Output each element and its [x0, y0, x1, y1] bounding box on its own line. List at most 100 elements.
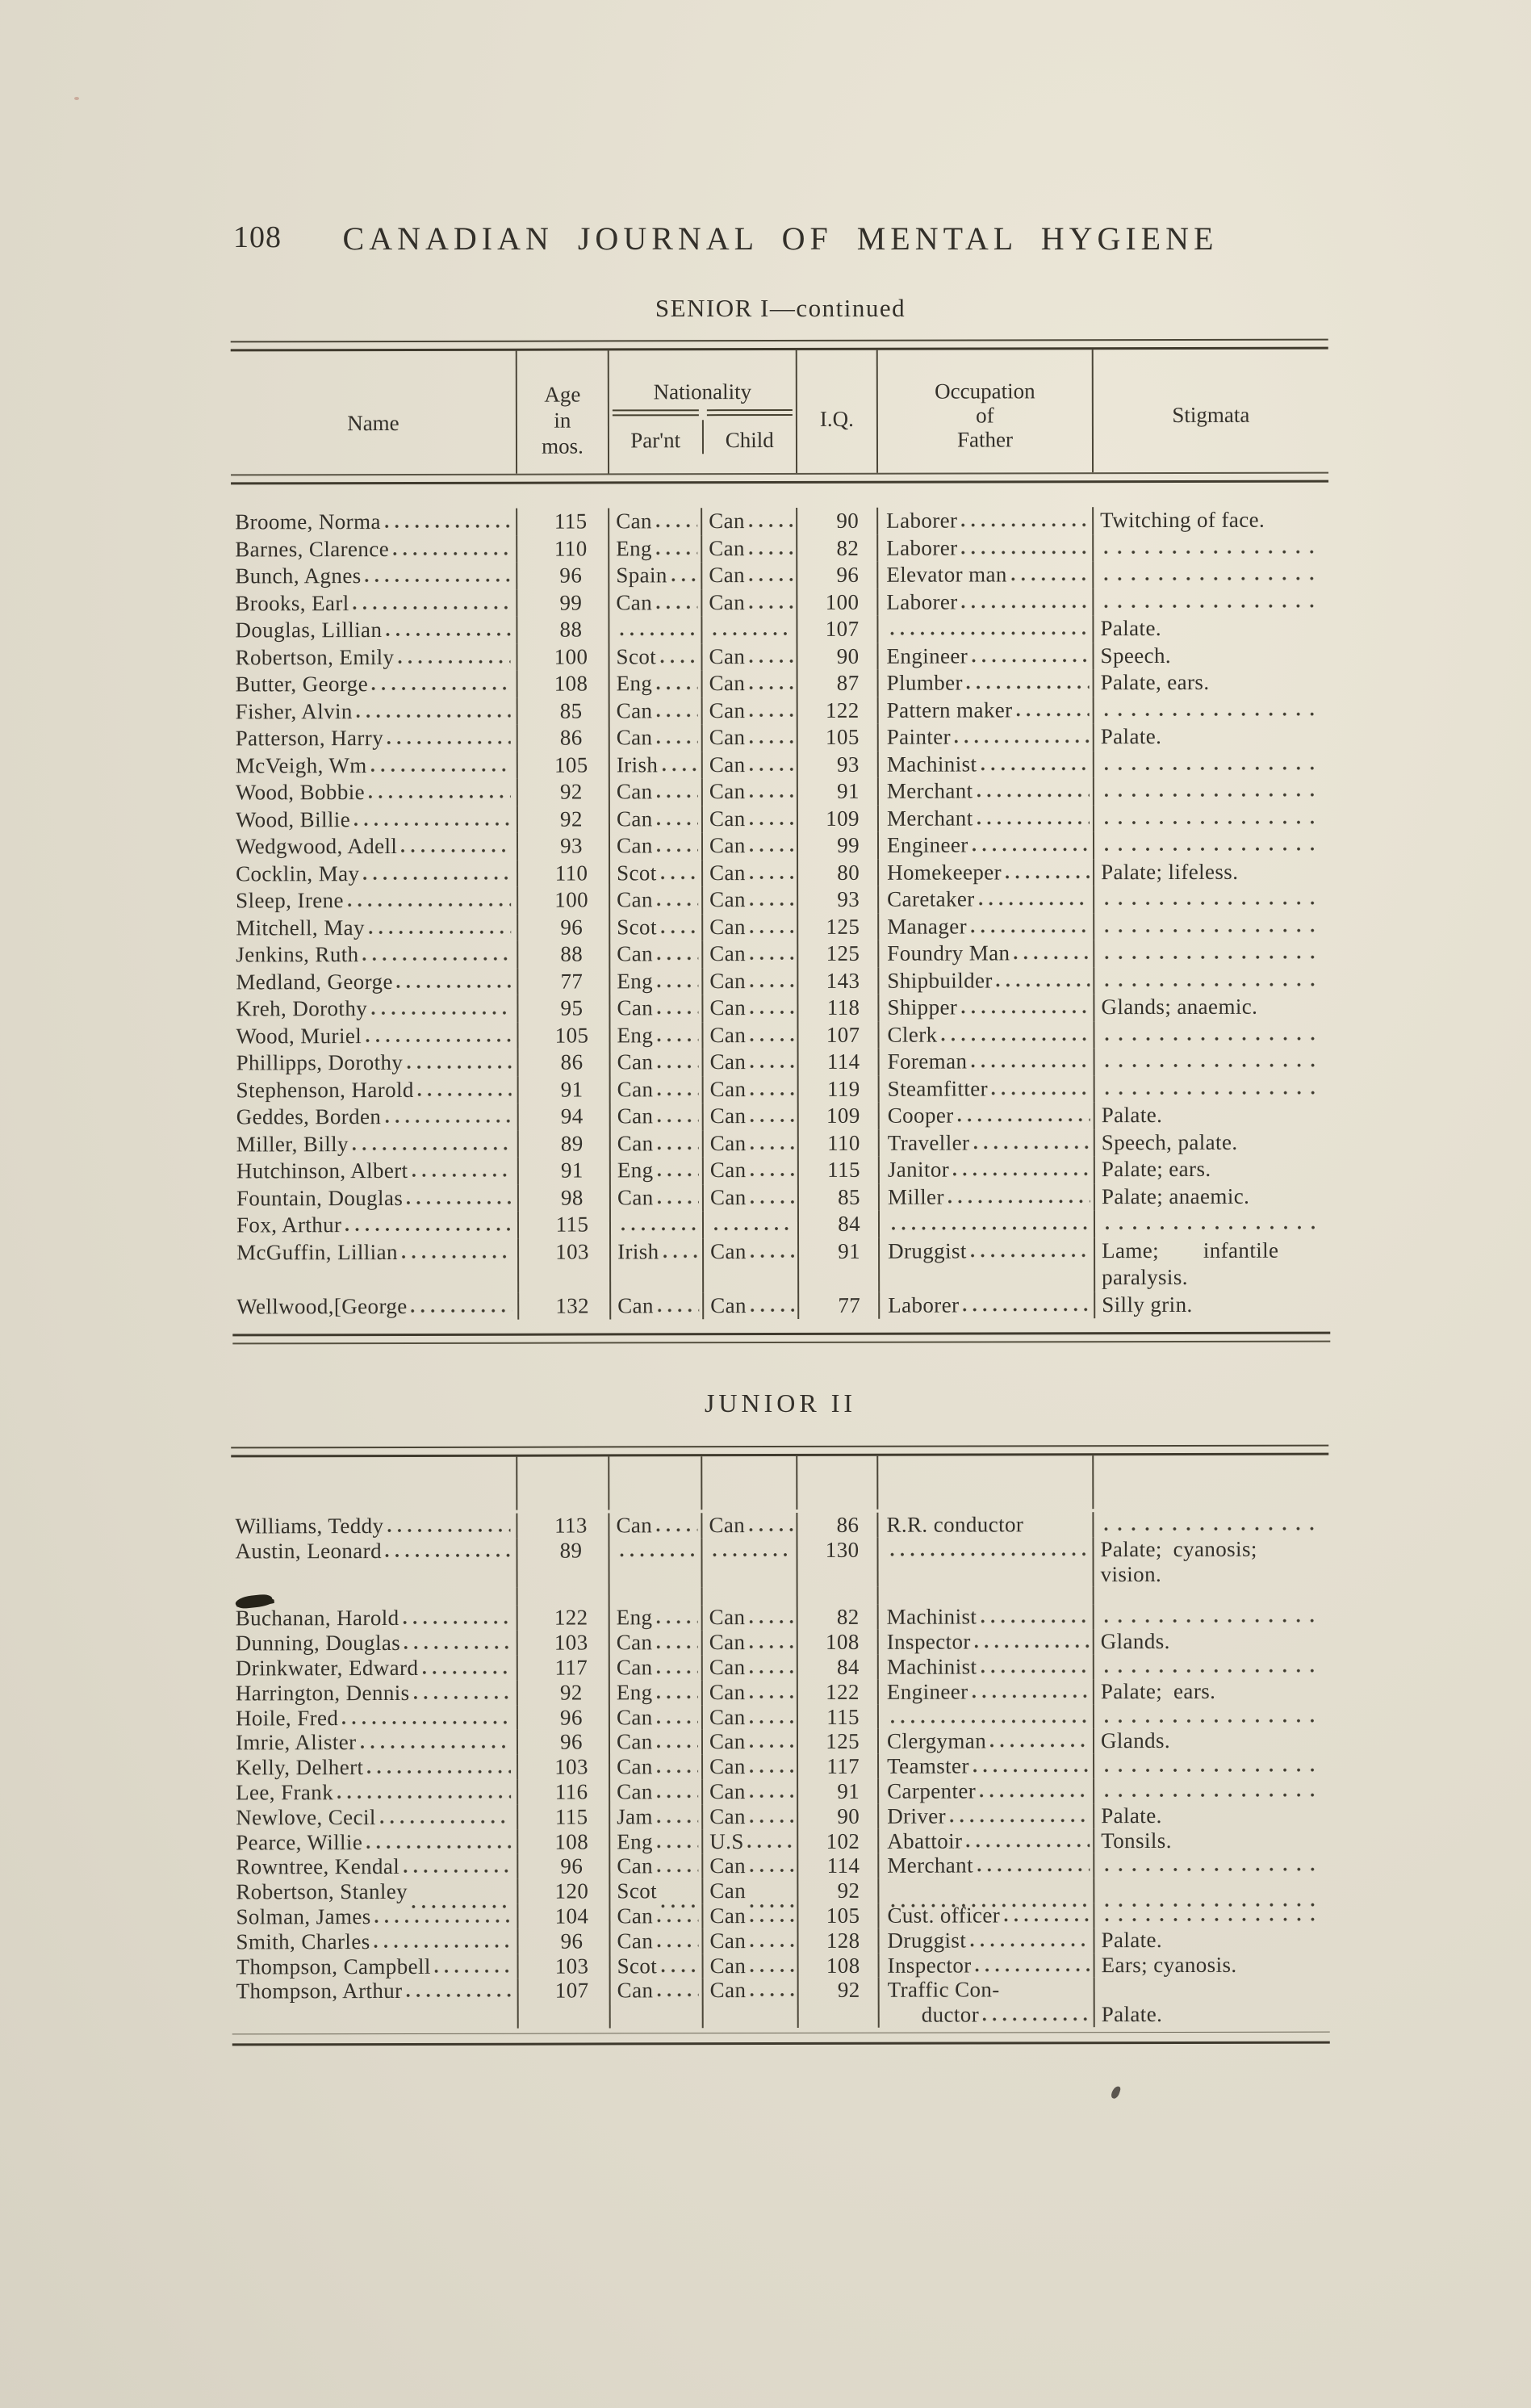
iq-value: 93 — [836, 752, 860, 777]
dot-leader — [656, 1842, 699, 1849]
dot-leader — [354, 820, 511, 827]
student-name: Brooks, Earl — [235, 590, 349, 615]
dot-leader — [977, 792, 1090, 798]
dot-leader — [970, 1251, 1091, 1258]
table-row: Austin, Leonard 89 ​ ​ 130 ​ Palate; cya… — [231, 1536, 1329, 1589]
dot-leader — [978, 900, 1090, 907]
dot-leader — [970, 1941, 1090, 1948]
dot-leader — [656, 1669, 698, 1675]
name-cell: Barnes, Clarence — [231, 535, 516, 563]
parent-nationality: Eng — [617, 968, 654, 993]
iq-cell: 143 — [797, 967, 878, 995]
iq-value: 110 — [827, 1130, 860, 1155]
name-cell — [232, 1588, 517, 1610]
occupation-text: Carpenter — [887, 1778, 977, 1803]
dot-leader — [367, 1768, 512, 1775]
parent-nationality: Scot — [616, 643, 657, 668]
age-cell: 108 — [516, 670, 609, 698]
stigmata-cell: ​ — [1093, 1852, 1330, 1878]
stigmata-text: Ears; cyanosis. — [1101, 1952, 1237, 1977]
student-name: Newlove, Cecil — [236, 1804, 376, 1830]
child-nationality: Can — [709, 752, 746, 777]
junior-section-title: JUNIOR II — [704, 1388, 857, 1418]
iq-value: 92 — [837, 1878, 860, 1903]
dot-leader — [1105, 845, 1323, 852]
occupation-text: Foreman — [887, 1049, 968, 1074]
name-cell: Dunning, Douglas — [232, 1631, 517, 1656]
parent-nationality: Can — [616, 589, 653, 614]
occupation-text: Traveller — [887, 1130, 970, 1155]
dot-leader — [347, 901, 512, 908]
parent-nationality-cell: Can — [608, 778, 701, 806]
occupation-text: Plumber — [886, 670, 963, 695]
dot-leader — [1105, 927, 1323, 933]
age-value: 103 — [554, 1754, 588, 1779]
occupation-text: Janitor — [887, 1157, 950, 1182]
dot-leader — [1105, 899, 1323, 907]
parent-nationality-cell: Can — [608, 832, 702, 860]
iq-value: 117 — [826, 1753, 860, 1779]
occupation-cell: Cooper — [877, 1102, 1094, 1130]
stigmata-cell: Palate; anaemic. — [1093, 1183, 1330, 1211]
age-cell: 96 — [517, 1853, 609, 1879]
dot-leader — [972, 656, 1090, 664]
occupation-cell: Foreman — [877, 1048, 1094, 1076]
occupation-text: Laborer — [888, 1292, 960, 1317]
child-nationality: Can — [709, 535, 745, 560]
dot-leader — [360, 1744, 512, 1750]
age-cell: 96 — [516, 562, 609, 590]
iq-value: 90 — [836, 508, 860, 533]
age-cell: 89 — [517, 1129, 609, 1158]
age-value: 92 — [559, 1680, 583, 1705]
parent-nationality: Jam — [617, 1804, 653, 1829]
age-value: 98 — [560, 1185, 584, 1210]
stigmata-cell: Lame; infantile paralysis. — [1094, 1237, 1331, 1292]
occupation-text: Engineer — [886, 832, 968, 857]
table-row: Buchanan, Harold 122 Eng Can 82 Machinis… — [232, 1603, 1329, 1631]
dot-leader — [657, 1171, 699, 1178]
dot-leader — [749, 1619, 793, 1625]
stigmata-cell: ​ — [1092, 560, 1329, 588]
table-row: Phillipps, Dorothy 86 Can Can 114 Forema… — [232, 1047, 1330, 1077]
dot-leader — [750, 1198, 794, 1204]
dot-leader — [407, 1199, 512, 1205]
child-nationality-cell: Can — [701, 940, 797, 968]
iq-value: 85 — [838, 1184, 860, 1209]
child-nationality-cell: Can — [701, 588, 797, 617]
stigmata-cell: Palate. — [1093, 1803, 1330, 1828]
name-cell: Kelly, Delhert — [232, 1755, 517, 1781]
child-nationality-cell: ​ — [701, 1210, 798, 1238]
student-name: Cocklin, May — [236, 861, 360, 886]
dot-leader — [387, 1526, 511, 1534]
iq-value: 107 — [825, 616, 860, 641]
stigmata-cell: ​ — [1092, 534, 1329, 562]
stigmata-cell: ​ — [1092, 777, 1329, 805]
occupation-cell: Druggist — [878, 1237, 1094, 1292]
age-cell: 96 — [516, 1705, 609, 1731]
stigmata-cell: Palate; lifeless. — [1093, 858, 1330, 886]
dot-leader — [971, 1062, 1090, 1069]
iq-value: 109 — [826, 1103, 860, 1128]
parent-nationality: Eng — [616, 535, 652, 560]
dot-leader — [411, 1307, 512, 1313]
dot-leader — [961, 521, 1090, 528]
child-nationality: Can — [709, 1679, 746, 1704]
name-cell: Robertson, Emily — [231, 643, 516, 671]
child-nationality-cell: Can — [701, 1021, 797, 1049]
iq-cell: 84 — [796, 1654, 877, 1680]
senior-section-title: SENIOR I—continued — [655, 294, 906, 322]
table-row: Kreh, Dorothy 95 Can Can 118 Shipper Gla… — [232, 993, 1330, 1023]
name-cell: Butter, George — [232, 671, 517, 698]
table-row: Robertson, Emily 100 Scot Can 90 Enginee… — [231, 642, 1329, 671]
dot-leader — [750, 1116, 794, 1124]
parent-nationality-cell: Can — [609, 1928, 702, 1954]
iq-cell: 119 — [797, 1075, 878, 1103]
parent-nationality-cell: Can — [608, 1729, 702, 1755]
parent-nationality: Scot — [617, 914, 657, 939]
dot-leader — [369, 793, 511, 800]
dot-leader — [750, 1144, 794, 1150]
dot-leader — [1105, 1062, 1323, 1069]
age-cell: 105 — [517, 1021, 609, 1049]
student-name: Thompson, Arthur — [236, 1979, 403, 2004]
stigmata-text: Silly grin. — [1102, 1292, 1193, 1317]
